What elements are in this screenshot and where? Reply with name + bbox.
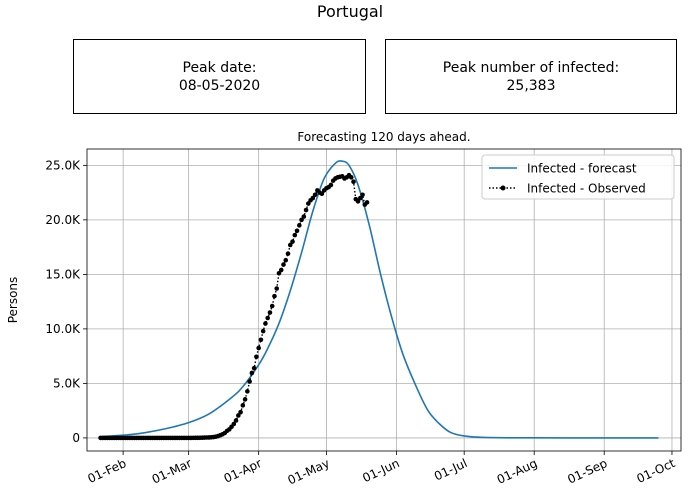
chart-title: Forecasting 120 days ahead.: [297, 130, 470, 144]
observed-point: [247, 379, 252, 384]
x-tick-label: 01-Aug: [495, 456, 540, 487]
observed-point: [360, 192, 365, 198]
x-tick-label: 01-Sep: [565, 456, 609, 487]
observed-point: [348, 175, 354, 180]
x-tick-label: 01-Feb: [85, 456, 128, 486]
observed-point: [303, 207, 309, 213]
observed-point: [251, 365, 257, 371]
y-axis-label: Persons: [6, 277, 20, 324]
observed-point: [233, 418, 239, 423]
observed-point: [290, 239, 295, 244]
observed-point: [236, 413, 241, 418]
observed-point: [269, 303, 275, 309]
peak-date-box: Peak date: 08-05-2020: [73, 39, 366, 114]
legend-box: [481, 154, 675, 200]
x-tick-label: 01-Mar: [150, 456, 194, 487]
observed-point: [260, 328, 266, 334]
observed-point: [263, 321, 268, 326]
x-tick-label: 01-Oct: [634, 456, 677, 486]
peak-infected-label: Peak number of infected:: [442, 59, 620, 76]
peak-infected-box: Peak number of infected: 25,383: [385, 39, 677, 114]
peak-infected-value: 25,383: [506, 77, 556, 94]
legend-label: Infected - Observed: [527, 182, 646, 196]
observed-point: [254, 354, 259, 360]
x-tick-label: 01-May: [285, 456, 331, 487]
observed-point: [287, 242, 293, 248]
x-tick-label: 01-Jul: [432, 456, 469, 483]
y-tick-label: 0: [72, 431, 80, 445]
plot-frame: [86, 148, 682, 452]
observed-point: [281, 262, 286, 267]
observed-point: [258, 337, 264, 343]
observed-point: [351, 179, 356, 185]
observed-point: [297, 223, 302, 228]
observed-point: [355, 199, 361, 204]
observed-point: [265, 315, 270, 321]
observed-point: [319, 191, 325, 197]
y-tick-label: 25.0K: [45, 158, 81, 172]
series-observed-line: [100, 174, 368, 439]
observed-point: [312, 192, 318, 198]
y-tick-label: 15.0K: [45, 267, 81, 281]
observed-point: [364, 200, 370, 205]
x-tick-label: 01-Jun: [360, 456, 401, 485]
observed-point: [242, 397, 248, 402]
y-tick-label: 5.0K: [53, 376, 81, 390]
observed-point: [306, 201, 311, 206]
observed-point: [299, 217, 304, 223]
observed-point: [357, 195, 363, 201]
observed-point: [294, 228, 300, 234]
observed-point: [272, 293, 277, 299]
y-tick-label: 20.0K: [45, 213, 81, 227]
observed-point: [238, 409, 243, 415]
observed-point: [276, 270, 282, 276]
observed-point: [301, 214, 307, 219]
observed-point: [267, 310, 273, 315]
legend-label: Infected - forecast: [527, 162, 637, 176]
legend-observed-marker: [500, 185, 506, 191]
peak-date-value: 08-05-2020: [178, 77, 261, 94]
observed-point: [283, 257, 289, 263]
observed-point: [249, 370, 255, 376]
observed-point: [278, 267, 284, 273]
peak-date-label: Peak date:: [182, 59, 257, 76]
figure-title: Portugal: [316, 2, 384, 21]
observed-point: [256, 345, 261, 351]
x-tick-label: 01-Apr: [222, 456, 264, 486]
observed-point: [328, 182, 334, 188]
series-forecast-line: [100, 160, 659, 439]
observed-point: [310, 195, 316, 201]
observed-point: [292, 232, 298, 238]
observed-point: [240, 403, 246, 408]
observed-point: [285, 251, 291, 256]
observed-point: [274, 286, 280, 291]
observed-point: [245, 389, 250, 394]
observed-point: [231, 421, 237, 427]
y-tick-label: 10.0K: [45, 322, 81, 336]
